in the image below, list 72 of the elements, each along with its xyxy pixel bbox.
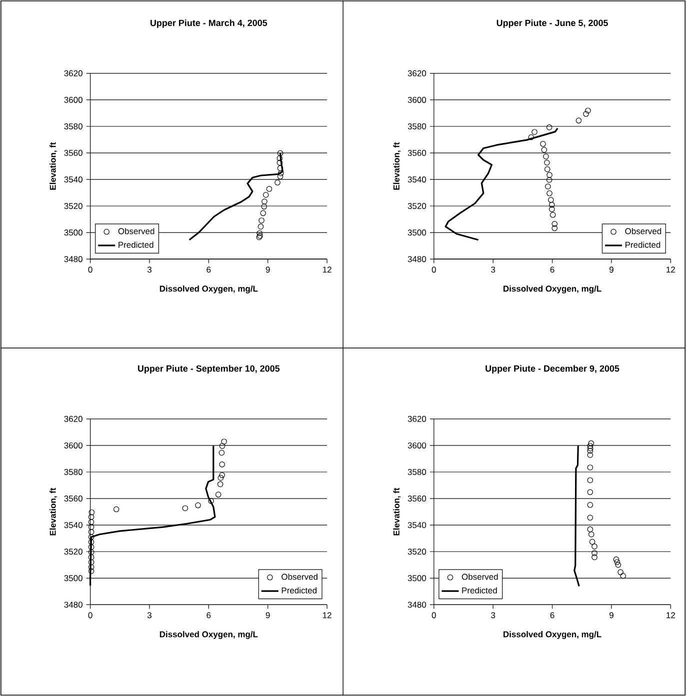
x-axis-title: Dissolved Oxygen, mg/L: [504, 285, 602, 294]
y-tick-label: 3560: [408, 150, 426, 156]
y-tick-label: 3480: [64, 256, 82, 262]
y-tick-label: 3580: [64, 468, 82, 475]
y-tick-label: 3500: [408, 575, 426, 582]
y-tick-label: 3500: [64, 575, 82, 582]
chart-title: Upper Piute - December 9, 2005: [486, 365, 620, 374]
legend-label: Predicted: [282, 587, 317, 594]
y-tick-label: 3520: [64, 548, 82, 555]
x-tick-label: 9: [610, 612, 614, 618]
x-tick-label: 0: [88, 612, 92, 618]
y-tick-label: 3560: [408, 496, 426, 502]
x-tick-label: 12: [666, 266, 675, 273]
y-tick-label: 3500: [64, 230, 82, 236]
y-axis-title: Elevation, ft: [50, 142, 58, 190]
x-axis-title: Dissolved Oxygen, mg/L: [160, 285, 258, 294]
y-tick-label: 3620: [64, 416, 82, 422]
x-tick-label: 12: [322, 266, 332, 273]
legend-label: Predicted: [626, 242, 660, 248]
legend-label: Observed: [282, 574, 318, 580]
x-tick-label: 0: [432, 612, 436, 618]
x-tick-label: 12: [322, 612, 332, 618]
x-tick-label: 6: [206, 612, 211, 618]
y-tick-label: 3480: [408, 602, 426, 608]
legend-label: Observed: [118, 228, 154, 234]
x-tick-label: 6: [550, 612, 554, 618]
y-tick-label: 3520: [64, 203, 82, 210]
chart-title: Upper Piute - March 4, 2005: [150, 19, 268, 28]
y-tick-label: 3580: [408, 123, 426, 130]
y-tick-label: 3620: [64, 70, 82, 76]
y-axis-title: Elevation, ft: [393, 488, 401, 536]
chart-title: Upper Piute - June 5, 2005: [496, 19, 608, 28]
x-tick-label: 3: [491, 266, 496, 273]
x-tick-label: 9: [266, 612, 270, 618]
y-tick-label: 3540: [408, 176, 426, 182]
y-tick-label: 3480: [408, 256, 426, 262]
x-tick-label: 12: [666, 612, 675, 618]
x-tick-label: 6: [550, 266, 554, 273]
y-axis-title: Elevation, ft: [393, 142, 401, 190]
y-tick-label: 3560: [64, 496, 82, 502]
x-tick-label: 9: [610, 266, 614, 273]
y-tick-label: 3540: [64, 176, 82, 182]
x-tick-label: 0: [432, 266, 436, 273]
y-tick-label: 3620: [408, 416, 426, 422]
y-tick-label: 3540: [408, 522, 426, 528]
legend-label: Predicted: [462, 587, 497, 594]
y-tick-label: 3500: [408, 230, 426, 236]
x-tick-label: 3: [147, 612, 152, 618]
y-tick-label: 3600: [64, 96, 82, 103]
x-tick-label: 9: [266, 266, 270, 273]
x-tick-label: 3: [491, 612, 496, 618]
x-axis-title: Dissolved Oxygen, mg/L: [160, 631, 258, 639]
y-tick-label: 3600: [408, 96, 426, 103]
x-tick-label: 3: [147, 266, 152, 273]
y-tick-label: 3560: [64, 150, 82, 156]
y-tick-label: 3600: [64, 442, 82, 448]
legend-label: Observed: [625, 228, 662, 234]
y-tick-label: 3520: [408, 548, 426, 555]
y-tick-label: 3580: [64, 123, 82, 130]
x-tick-label: 6: [206, 266, 211, 273]
y-tick-label: 3540: [64, 522, 82, 528]
y-tick-label: 3520: [408, 203, 426, 210]
x-axis-title: Dissolved Oxygen, mg/L: [504, 631, 602, 639]
legend-label: Observed: [462, 574, 498, 580]
chart-title: Upper Piute - September 10, 2005: [138, 365, 280, 374]
y-tick-label: 3600: [408, 442, 426, 448]
y-tick-label: 3620: [408, 70, 426, 76]
legend-label: Predicted: [118, 242, 154, 248]
x-tick-label: 0: [88, 266, 92, 273]
y-axis-title: Elevation, ft: [50, 488, 58, 536]
y-tick-label: 3580: [408, 468, 426, 475]
y-tick-label: 3480: [64, 602, 82, 608]
